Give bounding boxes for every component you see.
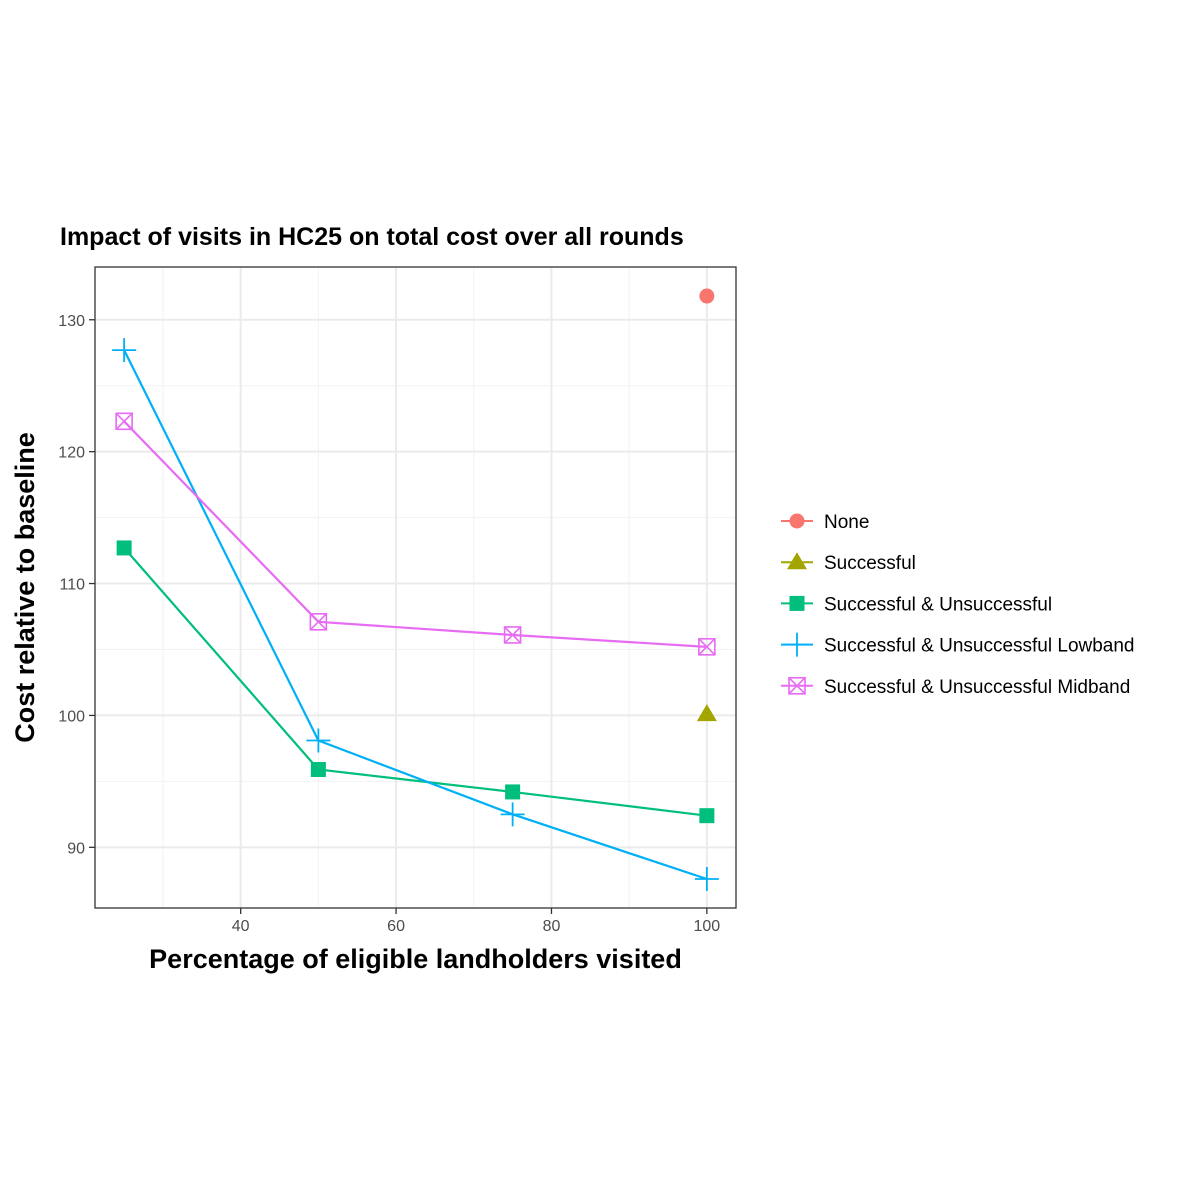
data-point [115,412,133,431]
data-point [698,638,716,656]
plot-background [95,267,736,908]
legend-key-marker [788,677,806,695]
y-tick-label: 100 [58,708,85,725]
y-tick-label: 90 [67,840,85,857]
data-point [699,808,715,824]
series-line [123,547,707,817]
legend-key-marker [787,552,807,570]
data-point [699,288,715,304]
legend-label: Successful & Unsuccessful [824,594,1052,615]
series-0 [699,288,715,304]
chart-title: Impact of visits in HC25 on total cost o… [60,223,684,251]
legend-item: Successful & Unsuccessful [781,594,1052,615]
data-point [112,338,137,363]
series-line [123,349,708,881]
data-point [696,704,717,722]
grid [95,267,736,908]
y-tick-label: 120 [58,445,85,462]
legend-item: Successful & Unsuccessful Midband [781,677,1130,698]
data-point [306,728,331,753]
x-tick-label: 100 [694,918,721,935]
legend-item: Successful [781,552,916,574]
data-point [505,784,521,800]
y-tick-label: 110 [59,577,85,594]
series-3 [112,338,719,891]
legend-label: None [824,512,869,533]
x-tick-label: 40 [232,918,250,935]
legend-label: Successful [824,553,916,574]
y-axis-title: Cost relative to baseline [10,432,40,743]
legend: None Successful Successful & Unsuccessful S… [781,512,1135,698]
series-1 [696,704,717,722]
axis-ticks: 40 60 80 100 90 100 110 120 130 [58,313,720,935]
data-point [503,626,522,644]
series-4 [115,412,716,656]
data-point [309,612,328,631]
legend-label: Successful & Unsuccessful Midband [824,677,1130,698]
series-line [123,420,707,648]
data-point [694,866,719,891]
x-tick-label: 60 [387,918,405,935]
legend-item: None [781,512,869,533]
legend-key-marker [785,632,809,657]
data-point [116,540,132,556]
series-layer [112,288,719,891]
y-tick-label: 130 [58,313,85,330]
legend-label: Successful & Unsuccessful Lowband [824,636,1135,657]
legend-key-marker [789,513,805,529]
x-tick-label: 80 [543,918,561,935]
data-point [500,802,525,827]
legend-key-marker [789,595,805,611]
legend-item: Successful & Unsuccessful Lowband [781,632,1135,657]
series-2 [116,540,715,824]
data-point [310,762,326,778]
plot-border [94,266,737,909]
x-axis-title: Percentage of eligible landholders visit… [149,944,682,974]
